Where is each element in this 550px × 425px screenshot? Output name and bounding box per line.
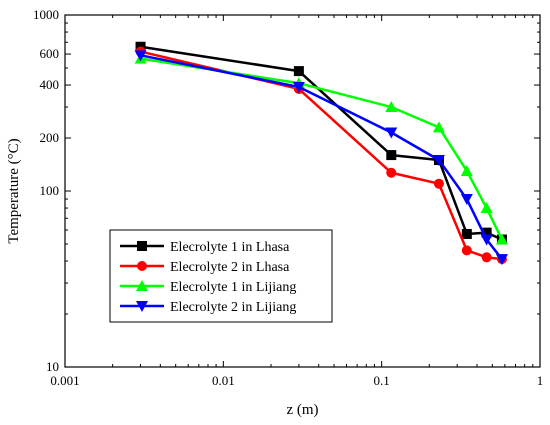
data-point — [460, 164, 473, 176]
x-tick-label: 0.001 — [50, 373, 79, 388]
data-point — [386, 150, 397, 161]
legend-marker — [137, 241, 147, 251]
data-point — [461, 245, 472, 256]
legend-marker — [137, 261, 147, 271]
y-tick-label: 10 — [46, 359, 59, 374]
legend-item: Elecrolyte 1 in Lijiang — [120, 280, 296, 295]
y-tick-label: 600 — [40, 46, 60, 61]
data-point — [385, 127, 398, 139]
y-tick-label: 1000 — [33, 7, 59, 22]
legend: Elecrolyte 1 in Lhasa Elecrolyte 2 in Lha… — [109, 229, 333, 323]
data-point — [432, 155, 445, 167]
data-point — [460, 194, 473, 206]
data-point — [385, 101, 398, 113]
data-point — [480, 202, 493, 214]
data-point — [495, 233, 508, 245]
x-tick-label: 1 — [537, 373, 544, 388]
legend-item: Elecrolyte 1 in Lhasa — [120, 240, 290, 255]
x-axis-label: z (m) — [286, 402, 318, 418]
legend-label: Elecrolyte 2 in Lhasa — [170, 260, 290, 275]
legend-item: Elecrolyte 2 in Lhasa — [120, 260, 290, 275]
series-layer — [134, 41, 508, 266]
series-4 — [134, 50, 508, 266]
legend-label: Elecrolyte 1 in Lijiang — [170, 280, 296, 295]
axes-layer: 0.001 0.01 0.1 1 10 100 200 400 600 1000 — [33, 7, 543, 388]
y-tick-label: 200 — [40, 130, 60, 145]
data-point — [293, 66, 304, 77]
data-point — [134, 50, 147, 62]
x-tick-label: 0.01 — [212, 373, 235, 388]
x-tick-label: 0.1 — [374, 373, 390, 388]
y-tick-label: 400 — [40, 77, 60, 92]
data-point — [480, 234, 493, 246]
data-point — [433, 178, 444, 189]
legend-label: Elecrolyte 1 in Lhasa — [170, 240, 290, 255]
legend-marker — [136, 301, 148, 312]
legend-item: Elecrolyte 2 in Lijiang — [120, 300, 296, 315]
y-tick-label: 100 — [40, 183, 60, 198]
data-point — [292, 81, 305, 93]
data-point — [461, 228, 472, 239]
data-point — [386, 167, 397, 178]
data-point — [495, 254, 508, 266]
data-point — [432, 121, 445, 133]
y-axis-label: Temperature (°C) — [6, 138, 22, 243]
data-point — [481, 252, 492, 263]
legend-marker — [136, 280, 148, 291]
data-point — [481, 227, 492, 238]
legend-label: Elecrolyte 2 in Lijiang — [170, 300, 296, 315]
